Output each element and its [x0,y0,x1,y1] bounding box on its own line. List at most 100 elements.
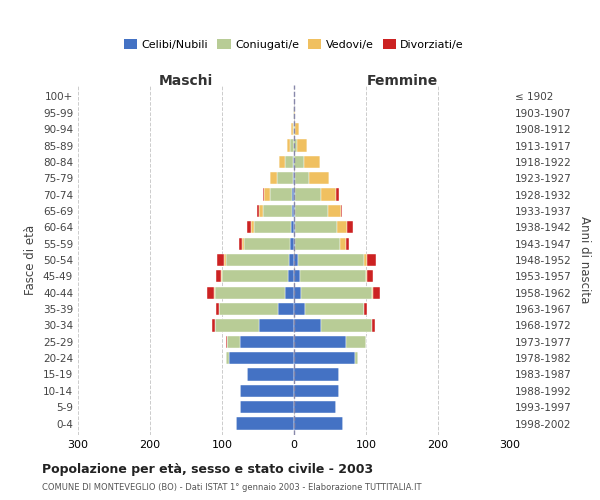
Text: Femmine: Femmine [367,74,437,88]
Bar [279,156,284,168]
Bar [295,123,299,136]
Y-axis label: Anni di nascita: Anni di nascita [578,216,591,304]
Bar [304,156,320,168]
Bar [215,303,219,315]
Y-axis label: Fasce di età: Fasce di età [25,225,37,295]
Bar [291,123,293,136]
Bar [298,254,364,266]
Bar [295,172,309,184]
Bar [341,205,342,217]
Bar [347,221,353,234]
Bar [215,270,221,282]
Bar [294,320,322,332]
Bar [242,238,244,250]
Bar [373,286,380,299]
Bar [226,336,227,348]
Bar [346,336,366,348]
Bar [346,238,349,250]
Text: Maschi: Maschi [159,74,213,88]
Bar [222,270,288,282]
Bar [294,270,300,282]
Bar [293,106,294,119]
Bar [294,303,305,315]
Bar [240,401,294,413]
Bar [309,172,329,184]
Bar [372,320,374,332]
Bar [224,254,226,266]
Bar [215,320,259,332]
Bar [212,320,215,332]
Bar [227,336,240,348]
Bar [259,320,294,332]
Bar [293,123,294,136]
Bar [294,188,295,200]
Bar [340,238,346,250]
Bar [290,238,294,250]
Bar [294,172,295,184]
Bar [294,106,295,119]
Bar [215,286,286,299]
Bar [244,238,290,250]
Bar [294,352,355,364]
Bar [294,384,338,397]
Bar [240,336,294,348]
Bar [301,286,372,299]
Text: COMUNE DI MONTEVEGLIO (BO) - Dati ISTAT 1° gennaio 2003 - Elaborazione TUTTITALI: COMUNE DI MONTEVEGLIO (BO) - Dati ISTAT … [42,482,421,492]
Bar [219,303,278,315]
Bar [294,368,338,380]
Bar [337,188,338,200]
Bar [292,205,294,217]
Bar [294,140,297,151]
Bar [289,254,294,266]
Bar [367,254,376,266]
Bar [366,270,367,282]
Bar [251,221,254,234]
Bar [236,418,294,430]
Bar [207,286,214,299]
Bar [247,368,294,380]
Bar [295,188,320,200]
Bar [226,254,289,266]
Bar [294,286,301,299]
Bar [239,238,242,250]
Bar [284,156,293,168]
Bar [320,188,337,200]
Bar [364,254,367,266]
Bar [364,303,367,315]
Bar [293,156,294,168]
Bar [221,270,222,282]
Bar [305,303,364,315]
Bar [295,238,340,250]
Bar [355,352,358,364]
Bar [229,352,294,364]
Bar [294,156,304,168]
Bar [294,401,336,413]
Bar [328,205,341,217]
Bar [300,270,366,282]
Bar [257,205,259,217]
Legend: Celibi/Nubili, Coniugati/e, Vedovi/e, Divorziati/e: Celibi/Nubili, Coniugati/e, Vedovi/e, Di… [119,34,469,54]
Bar [247,221,251,234]
Bar [240,384,294,397]
Bar [294,418,343,430]
Bar [293,172,294,184]
Bar [292,188,294,200]
Bar [286,286,294,299]
Bar [295,221,337,234]
Bar [290,140,294,151]
Bar [297,140,307,151]
Text: Popolazione per età, sesso e stato civile - 2003: Popolazione per età, sesso e stato civil… [42,462,373,475]
Bar [322,320,372,332]
Bar [217,254,224,266]
Bar [287,140,290,151]
Bar [259,205,263,217]
Bar [291,221,294,234]
Bar [372,286,373,299]
Bar [294,254,298,266]
Bar [226,352,229,364]
Bar [294,238,295,250]
Bar [214,286,215,299]
Bar [265,188,270,200]
Bar [288,270,294,282]
Bar [337,221,347,234]
